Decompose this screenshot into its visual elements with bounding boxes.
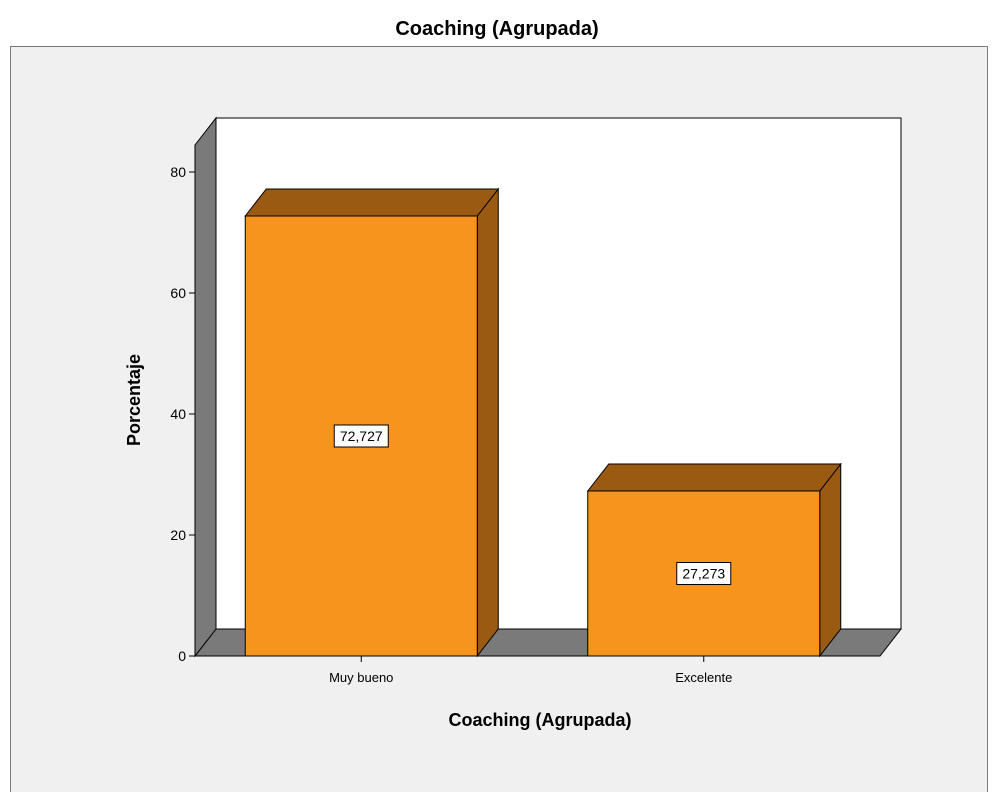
data-label: 72,727	[340, 428, 383, 444]
y-axis-title: Porcentaje	[124, 354, 144, 446]
data-label-box	[333, 424, 389, 448]
bar-side	[819, 462, 842, 658]
x-tick-label: Excelente	[675, 670, 732, 685]
y-tick-label: 40	[170, 406, 186, 422]
chart-side-wall	[194, 116, 217, 658]
bar-top	[244, 188, 500, 217]
y-axis: 0 20 40 60 80	[170, 164, 195, 664]
data-label-box	[676, 561, 732, 585]
data-label: 27,273	[682, 565, 725, 581]
chart-title: Coaching (Agrupada)	[395, 18, 599, 40]
y-tick-label: 60	[170, 285, 186, 301]
y-tick-label: 0	[178, 648, 186, 664]
bars: 72,727 Muy bueno 27,273 Excelente	[244, 187, 842, 685]
bar-side	[476, 187, 499, 658]
x-axis-title: Coaching (Agrupada)	[449, 710, 632, 730]
x-tick-label: Muy bueno	[329, 670, 393, 685]
y-tick-label: 80	[170, 164, 186, 180]
bar-top	[586, 463, 842, 492]
y-tick-label: 20	[170, 527, 186, 543]
